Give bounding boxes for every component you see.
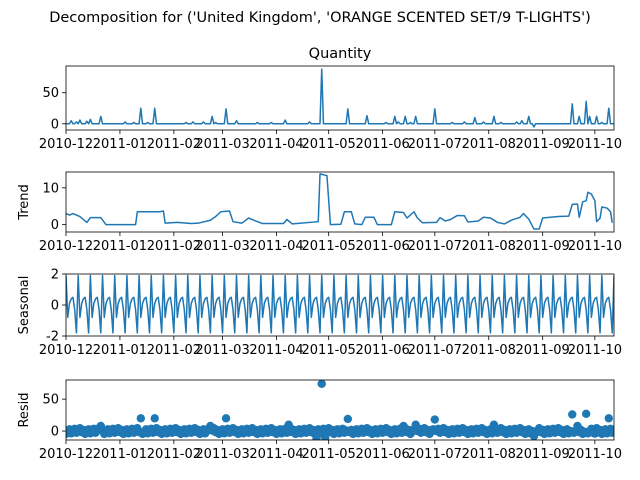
quantity-x-tick-label: 2011-06 — [355, 137, 409, 152]
quantity-x-tick-label: 2011-04 — [249, 137, 303, 152]
seasonal-x-tick-label: 2010-12 — [39, 343, 93, 358]
quantity-x-tick-label: 2011-01 — [93, 137, 147, 152]
quantity-axes-frame — [65, 65, 615, 131]
resid-x-tick-label: 2010-12 — [39, 447, 93, 462]
trend-y-axis-label: Trend — [17, 184, 32, 221]
seasonal-x-tick-label: 2011-01 — [93, 343, 147, 358]
quantity-x-tick-label: 2011-02 — [147, 137, 201, 152]
resid-point — [221, 414, 231, 423]
resid-x-tick-label: 2011-07 — [408, 447, 462, 462]
quantity-x-tick-label: 2011-09 — [516, 137, 570, 152]
seasonal-x-tick-label: 2011-09 — [516, 343, 570, 358]
resid-x-tick-label: 2011-08 — [462, 447, 516, 462]
quantity-x-tick-label: 2011-05 — [302, 137, 356, 152]
resid-point — [150, 414, 159, 423]
resid-x-tick-label: 2011-01 — [93, 447, 147, 462]
trend-x-tick-label: 2011-05 — [302, 239, 356, 254]
quantity-plot-area — [66, 68, 614, 128]
seasonal-x-tick-label: 2011-04 — [249, 343, 303, 358]
quantity-x-tick-label: 2011-07 — [408, 137, 462, 152]
trend-plot-area — [66, 173, 614, 230]
resid-plot-area — [66, 380, 614, 440]
seasonal-x-tick-label: 2011-07 — [408, 343, 462, 358]
resid-point — [604, 414, 613, 423]
resid-x-tick-label: 2011-05 — [302, 447, 356, 462]
trend-x-tick-label: 2010-12 — [39, 239, 93, 254]
quantity-y-tick-label: 0 — [51, 117, 59, 132]
resid-x-tick-label: 2011-03 — [195, 447, 249, 462]
resid-x-tick-label: 2011-06 — [355, 447, 409, 462]
seasonal-x-tick-label: 2011-10 — [568, 343, 622, 358]
quantity-x-tick-label: 2011-08 — [462, 137, 516, 152]
resid-point — [317, 380, 326, 389]
trend-x-tick-label: 2011-04 — [249, 239, 303, 254]
trend-y-tick-label: 0 — [51, 218, 59, 233]
seasonal-y-tick-label: 2 — [51, 268, 59, 283]
resid-x-tick-label: 2011-09 — [516, 447, 570, 462]
seasonal-y-tick-label: -2 — [46, 330, 59, 345]
seasonal-y-axis-label: Seasonal — [17, 276, 32, 335]
resid-x-tick-label: 2011-02 — [147, 447, 201, 462]
trend-y-tick-label: 10 — [42, 181, 59, 196]
trend-axes-frame — [65, 171, 615, 233]
figure-suptitle: Decomposition for ('United Kingdom', 'OR… — [49, 10, 591, 26]
seasonal-x-tick-label: 2011-05 — [302, 343, 356, 358]
resid-y-tick-label: 0 — [51, 425, 59, 440]
resid-x-tick-label: 2011-10 — [568, 447, 622, 462]
resid-y-axis-label: Resid — [17, 392, 32, 427]
quantity-x-tick-label: 2010-12 — [39, 137, 93, 152]
seasonal-x-tick-label: 2011-03 — [195, 343, 249, 358]
resid-y-tick-label: 50 — [42, 393, 59, 408]
trend-x-tick-label: 2011-06 — [355, 239, 409, 254]
trend-x-tick-label: 2011-10 — [568, 239, 622, 254]
resid-point — [343, 414, 353, 424]
resid-x-tick-label: 2011-04 — [249, 447, 303, 462]
seasonal-x-tick-label: 2011-02 — [147, 343, 201, 358]
resid-point — [581, 409, 591, 419]
quantity-y-tick-label: 50 — [42, 86, 59, 101]
trend-x-tick-label: 2011-01 — [93, 239, 147, 254]
trend-series-line — [66, 173, 614, 230]
seasonal-series-line — [66, 274, 614, 334]
trend-x-tick-label: 2011-08 — [462, 239, 516, 254]
seasonal-plot-area — [66, 274, 614, 334]
seasonal-y-tick-label: 0 — [51, 299, 59, 314]
resid-point — [609, 426, 614, 435]
resid-axes-frame — [65, 379, 615, 441]
trend-x-tick-label: 2011-02 — [147, 239, 201, 254]
trend-x-tick-label: 2011-09 — [516, 239, 570, 254]
resid-point — [568, 410, 577, 419]
quantity-panel-title: Quantity — [309, 46, 372, 62]
resid-point — [136, 414, 146, 423]
resid-point — [430, 415, 440, 424]
trend-x-tick-label: 2011-03 — [195, 239, 249, 254]
quantity-x-tick-label: 2011-10 — [568, 137, 622, 152]
quantity-series-line — [66, 68, 614, 128]
seasonal-x-tick-label: 2011-06 — [355, 343, 409, 358]
seasonal-x-tick-label: 2011-08 — [462, 343, 516, 358]
quantity-x-tick-label: 2011-03 — [195, 137, 249, 152]
trend-x-tick-label: 2011-07 — [408, 239, 462, 254]
